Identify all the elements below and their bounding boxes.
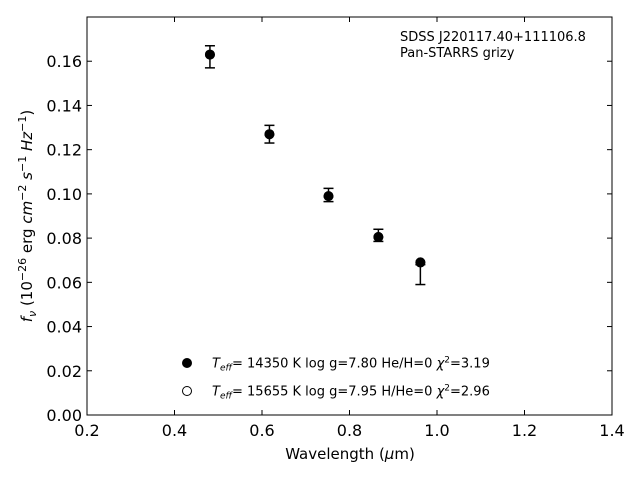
x-tick-label: 0.2: [74, 421, 99, 440]
y-axis-label: fν (10−26 erg cm−2 s−1 Hz−1): [16, 110, 39, 323]
x-tick-label: 1.2: [512, 421, 537, 440]
legend-label-1: Teff= 15655 K log g=7.95 H/He=0 χ2=2.96: [212, 384, 490, 402]
model-point-filled: [415, 257, 426, 268]
annotation-photometry: Pan-STARRS grizy: [400, 46, 515, 61]
y-tick-label: 0.00: [46, 406, 82, 425]
x-tick-label: 0.4: [162, 421, 187, 440]
y-tick-label: 0.06: [46, 273, 82, 292]
x-tick-label: 1.4: [599, 421, 624, 440]
x-axis-label: Wavelength (μm): [285, 445, 415, 463]
model-point-filled: [264, 129, 275, 140]
y-tick-label: 0.16: [46, 52, 82, 71]
y-axis: 0.00 0.02 0.04 0.06 0.08 0.10 0.12 0.14 0.16: [46, 52, 612, 425]
model-point-filled: [323, 191, 334, 202]
x-tick-label: 0.8: [337, 421, 362, 440]
model-point-filled: [204, 49, 215, 60]
legend-label-0: Teff= 14350 K log g=7.80 He/H=0 χ2=3.19: [212, 356, 490, 374]
y-tick-label: 0.12: [46, 141, 82, 160]
plot-area: [204, 44, 426, 286]
model-point-filled: [373, 232, 384, 243]
x-axis: 0.2 0.4 0.6 0.8 1.0 1.2 1.4: [74, 17, 625, 440]
y-tick-label: 0.08: [46, 229, 82, 248]
y-tick-label: 0.14: [46, 96, 82, 115]
annotation-object-name: SDSS J220117.40+111106.8: [400, 30, 586, 45]
y-tick-label: 0.02: [46, 362, 82, 381]
x-tick-label: 0.6: [249, 421, 274, 440]
legend: Teff= 14350 K log g=7.80 He/H=0 χ2=3.19 …: [182, 356, 490, 402]
y-tick-label: 0.10: [46, 185, 82, 204]
legend-marker-filled: [182, 358, 192, 368]
legend-marker-open: [182, 386, 192, 396]
y-tick-label: 0.04: [46, 318, 82, 337]
x-tick-label: 1.0: [424, 421, 449, 440]
